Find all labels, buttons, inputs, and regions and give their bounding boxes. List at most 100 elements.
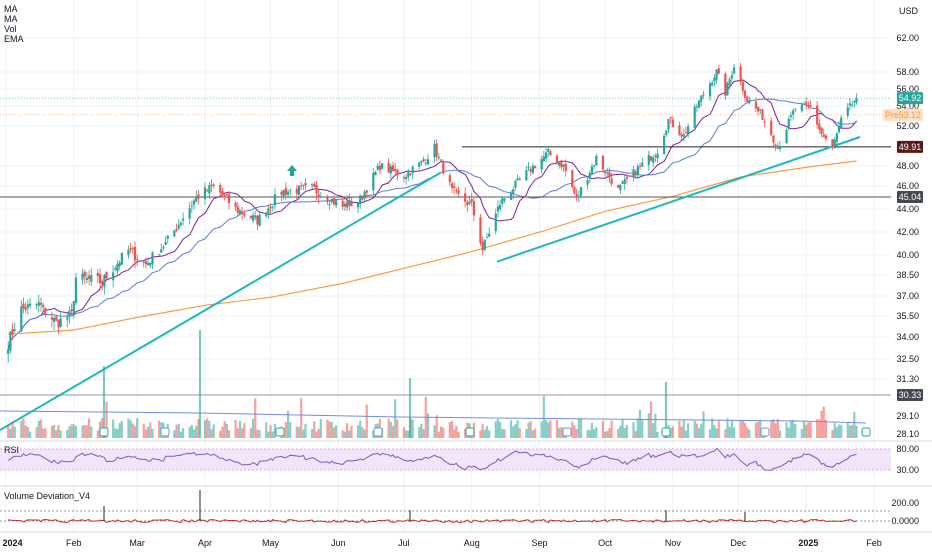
rsi-tick-label: 30.00 bbox=[896, 465, 919, 475]
candle-body bbox=[527, 167, 530, 169]
candle-body bbox=[625, 177, 629, 179]
volume-bar bbox=[555, 420, 559, 438]
earnings-marker bbox=[465, 427, 475, 437]
volume-bar bbox=[387, 418, 390, 438]
volume-bar bbox=[9, 428, 12, 438]
candle-body bbox=[422, 159, 425, 162]
candle-body bbox=[746, 96, 749, 102]
volume-bar bbox=[269, 425, 272, 438]
volume-bar bbox=[748, 429, 751, 438]
candle-body bbox=[442, 162, 445, 174]
candle-body bbox=[593, 165, 596, 167]
volume-bar bbox=[455, 425, 458, 438]
volume-bar bbox=[188, 426, 191, 438]
volume-bar bbox=[310, 429, 314, 438]
volume-spike bbox=[408, 378, 412, 438]
volume-bar bbox=[516, 420, 519, 438]
volume-bar bbox=[420, 423, 423, 438]
candle-body bbox=[254, 215, 257, 218]
candle-body bbox=[389, 166, 392, 174]
legend-item-vol[interactable]: Vol bbox=[4, 24, 17, 34]
candle-body bbox=[748, 100, 751, 104]
candle-body bbox=[359, 195, 362, 205]
candle-body bbox=[315, 184, 318, 194]
candle-body bbox=[221, 191, 224, 196]
candle-body bbox=[195, 196, 198, 202]
candle-body bbox=[317, 194, 320, 198]
candle-body bbox=[179, 222, 183, 225]
volume-bar bbox=[512, 426, 515, 438]
volume-bar bbox=[715, 428, 718, 438]
volume-bar bbox=[518, 428, 521, 438]
volume-bar bbox=[435, 415, 438, 438]
vd-tick-label: 0.0000 bbox=[891, 516, 919, 526]
volume-spike bbox=[198, 330, 202, 438]
volume-bar bbox=[800, 429, 803, 438]
candle-body bbox=[509, 193, 513, 200]
candle-body bbox=[50, 317, 54, 320]
candle-body bbox=[695, 106, 699, 108]
volume-bar bbox=[789, 420, 793, 438]
candle-body bbox=[330, 198, 333, 203]
candle-body bbox=[72, 301, 75, 314]
resistance-flag: 49.91 bbox=[899, 142, 922, 152]
volume-bar bbox=[289, 422, 292, 438]
candle-body bbox=[848, 103, 852, 106]
volume-bar bbox=[394, 399, 397, 438]
candle-body bbox=[300, 185, 303, 187]
volume-bar bbox=[634, 431, 637, 438]
volume-bar bbox=[212, 424, 215, 438]
volume-bar bbox=[527, 422, 530, 438]
candle-body bbox=[824, 135, 827, 139]
candle-body bbox=[319, 196, 322, 198]
legend-item-ma-1[interactable]: MA bbox=[4, 4, 18, 14]
volume-bar bbox=[840, 424, 843, 438]
volume-bar bbox=[66, 429, 69, 438]
volume-bar bbox=[39, 419, 43, 438]
candle-body bbox=[560, 160, 563, 168]
candle-body bbox=[496, 206, 500, 212]
candle-body bbox=[833, 139, 836, 149]
candle-body bbox=[634, 171, 637, 176]
volume-deviation-pane-label[interactable]: Volume Deviation_V4 bbox=[4, 491, 91, 501]
candle-body bbox=[374, 171, 377, 176]
volume-bar bbox=[656, 431, 659, 438]
volume-bar bbox=[632, 422, 635, 438]
volume-bar bbox=[485, 426, 489, 438]
volume-bar bbox=[300, 397, 303, 438]
volume-bar bbox=[479, 430, 482, 438]
candle-body bbox=[544, 152, 548, 159]
volume-bar bbox=[636, 418, 639, 438]
support-flag-bg bbox=[897, 191, 923, 204]
legend-item-ema[interactable]: EMA bbox=[4, 34, 24, 44]
volume-bar bbox=[671, 426, 674, 438]
volume-level-flag: 30.33 bbox=[899, 390, 922, 400]
volume-bar bbox=[464, 428, 467, 438]
candle-body bbox=[792, 110, 795, 115]
candle-body bbox=[663, 135, 666, 154]
volume-bar bbox=[335, 425, 338, 438]
volume-bar bbox=[144, 429, 148, 438]
volume-bar bbox=[85, 425, 88, 438]
candle-body bbox=[378, 165, 381, 171]
volume-bar bbox=[638, 409, 642, 438]
candle-body bbox=[28, 303, 32, 306]
volume-bar bbox=[286, 410, 290, 438]
volume-bar bbox=[678, 420, 681, 438]
candle-body bbox=[590, 166, 594, 174]
grid-lines bbox=[0, 0, 891, 532]
volume-bar bbox=[481, 424, 484, 438]
volume-bar bbox=[129, 420, 132, 438]
volume-bar bbox=[499, 421, 502, 438]
candle-body bbox=[466, 202, 469, 206]
legend-item-ma-2[interactable]: MA bbox=[4, 14, 18, 24]
candle-body bbox=[407, 172, 410, 178]
volume-bar bbox=[439, 426, 443, 438]
candle-body bbox=[759, 109, 762, 111]
rsi-tick-label: 80.00 bbox=[896, 444, 919, 454]
volume-bar bbox=[680, 426, 683, 438]
volume-bar bbox=[405, 430, 408, 438]
rsi-pane-label[interactable]: RSI bbox=[4, 445, 20, 455]
candle-body bbox=[726, 82, 729, 96]
